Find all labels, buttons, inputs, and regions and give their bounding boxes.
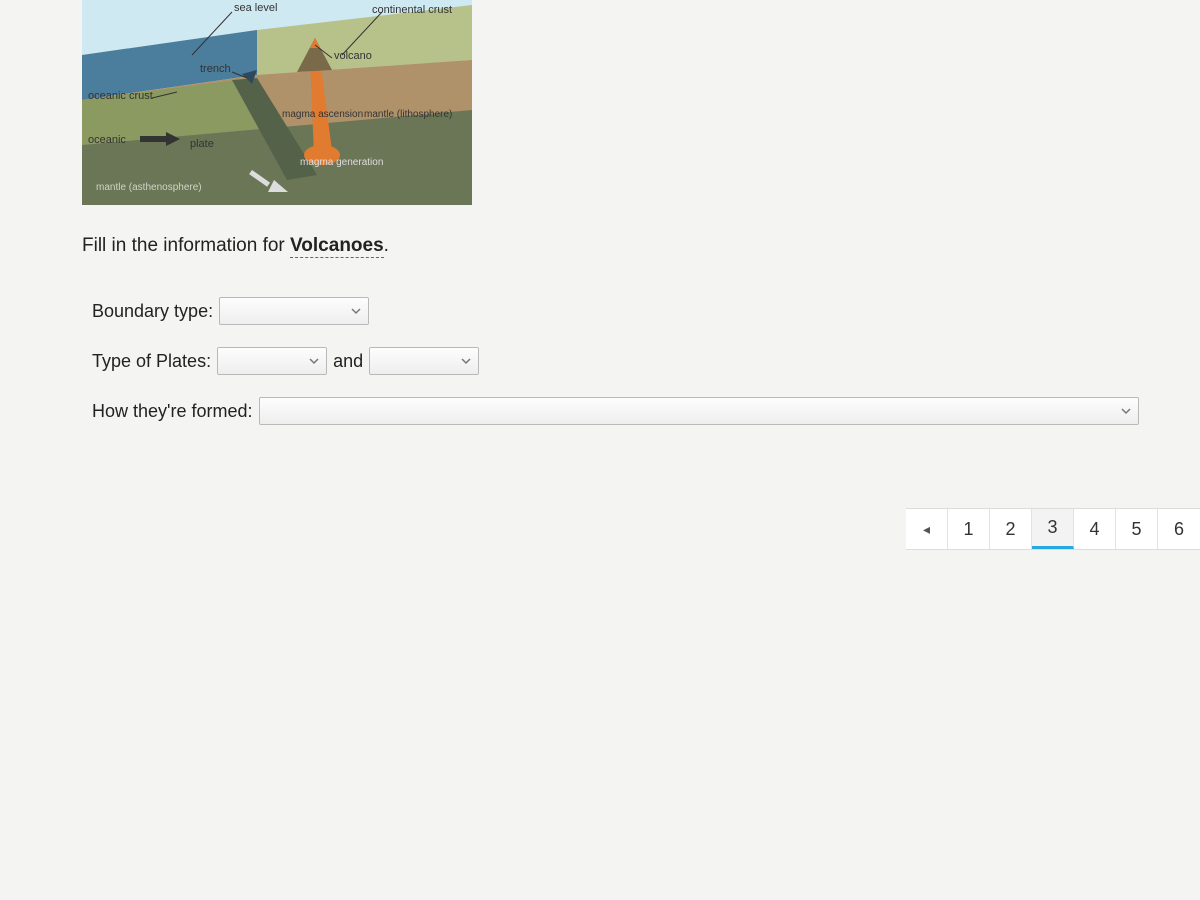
pagination: ◂ 1 2 3 4 5 6 — [906, 508, 1200, 550]
label-type-of-plates: Type of Plates: — [92, 351, 211, 372]
chevron-down-icon — [348, 303, 364, 319]
label-magma-generation: magma generation — [300, 158, 383, 168]
label-volcano: volcano — [334, 50, 372, 62]
chevron-down-icon — [306, 353, 322, 369]
diagram-svg — [82, 0, 472, 205]
label-and: and — [333, 351, 363, 372]
label-mantle-asthenosphere: mantle (asthenosphere) — [96, 182, 202, 193]
pager-page-5[interactable]: 5 — [1116, 509, 1158, 549]
pager-page-1[interactable]: 1 — [948, 509, 990, 549]
dropdown-plate-2[interactable] — [369, 347, 479, 375]
dropdown-plate-1[interactable] — [217, 347, 327, 375]
label-sea-level: sea level — [234, 2, 277, 14]
label-plate: plate — [190, 138, 214, 150]
label-oceanic: oceanic — [88, 134, 126, 146]
label-mantle-lithosphere: mantle (lithosphere) — [364, 110, 452, 120]
chevron-down-icon — [458, 353, 474, 369]
label-trench: trench — [200, 63, 231, 75]
dropdown-boundary-type[interactable] — [219, 297, 369, 325]
instruction-topic: Volcanoes — [290, 235, 384, 258]
row-type-of-plates: Type of Plates: and — [92, 347, 1200, 375]
pager-prev[interactable]: ◂ — [906, 509, 948, 549]
label-continental-crust: continental crust — [372, 4, 452, 16]
pager-page-2[interactable]: 2 — [990, 509, 1032, 549]
subduction-diagram: sea level continental crust volcano tren… — [82, 0, 472, 205]
instruction-text: Fill in the information for Volcanoes. — [82, 235, 1200, 297]
label-oceanic-crust: oceanic crust — [88, 90, 153, 102]
row-boundary-type: Boundary type: — [92, 297, 1200, 325]
label-magma-ascension: magma ascension — [282, 110, 363, 120]
pager-page-6[interactable]: 6 — [1158, 509, 1200, 549]
pager-page-3[interactable]: 3 — [1032, 509, 1074, 549]
pager-page-4[interactable]: 4 — [1074, 509, 1116, 549]
instruction-prefix: Fill in the information for — [82, 235, 290, 256]
chevron-down-icon — [1118, 403, 1134, 419]
dropdown-how-formed[interactable] — [259, 397, 1139, 425]
instruction-suffix: . — [384, 235, 389, 256]
row-how-formed: How they're formed: — [92, 397, 1200, 425]
label-boundary-type: Boundary type: — [92, 301, 213, 322]
label-how-formed: How they're formed: — [92, 401, 253, 422]
